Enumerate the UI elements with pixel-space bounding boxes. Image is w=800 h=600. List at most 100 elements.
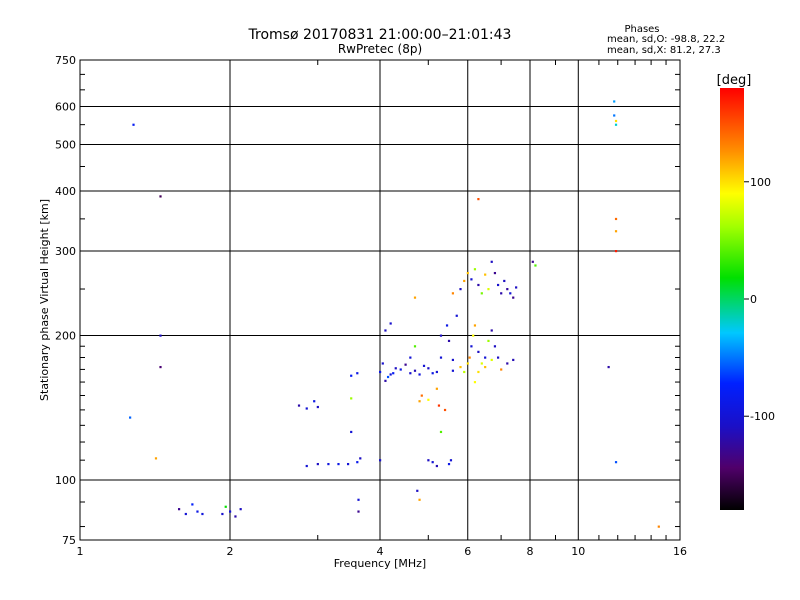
data-point bbox=[484, 365, 487, 369]
data-point bbox=[506, 288, 509, 291]
colorbar-tick-label: -100 bbox=[750, 410, 775, 423]
data-point bbox=[316, 462, 319, 466]
data-point bbox=[409, 372, 412, 375]
data-point bbox=[447, 339, 451, 343]
data-point bbox=[132, 123, 135, 126]
data-point bbox=[431, 372, 434, 375]
data-point bbox=[451, 292, 455, 295]
data-point bbox=[490, 260, 493, 263]
data-point bbox=[196, 510, 199, 513]
data-point bbox=[500, 368, 503, 371]
data-point bbox=[234, 515, 237, 518]
data-point bbox=[503, 279, 506, 283]
data-point bbox=[657, 525, 660, 528]
data-point bbox=[439, 356, 443, 359]
chart-subtitle: RwPretec (8p) bbox=[338, 42, 422, 56]
data-point bbox=[394, 367, 397, 370]
data-point bbox=[427, 459, 430, 462]
colorbar-tick-label: 100 bbox=[750, 176, 771, 189]
y-tick-label: 750 bbox=[55, 54, 76, 67]
data-point bbox=[389, 373, 392, 376]
data-point bbox=[184, 512, 187, 516]
data-point bbox=[379, 370, 382, 374]
data-point bbox=[159, 195, 162, 198]
phases-heading: Phases bbox=[624, 24, 659, 35]
data-point bbox=[443, 408, 447, 412]
data-point bbox=[459, 288, 462, 291]
data-point bbox=[463, 370, 466, 374]
data-point bbox=[470, 345, 473, 348]
colorbar-ticks: 100 0 -100 bbox=[744, 176, 775, 423]
data-point bbox=[449, 459, 453, 462]
data-point bbox=[455, 314, 458, 317]
colorbar-unit: [deg] bbox=[717, 73, 752, 88]
y-tick-label: 75 bbox=[62, 534, 76, 547]
data-point bbox=[399, 368, 402, 371]
data-point bbox=[515, 286, 518, 289]
data-point bbox=[416, 489, 419, 492]
phases-mean-x: mean, sd,X: 81.2, 27.3 bbox=[607, 45, 721, 56]
x-tick-label: 6 bbox=[464, 545, 471, 558]
data-point bbox=[435, 370, 438, 374]
data-point bbox=[496, 356, 500, 359]
data-point bbox=[239, 508, 242, 511]
data-point bbox=[437, 404, 441, 407]
data-point bbox=[480, 292, 483, 295]
data-point bbox=[473, 324, 477, 327]
data-point bbox=[386, 375, 390, 379]
data-point bbox=[224, 505, 227, 508]
data-point bbox=[477, 370, 480, 374]
data-point bbox=[356, 372, 359, 375]
data-point bbox=[506, 362, 509, 365]
y-axis-label: Stationary phase Virtual Height [km] bbox=[38, 199, 51, 401]
data-point bbox=[154, 457, 158, 460]
colorbar bbox=[720, 88, 744, 510]
data-point bbox=[327, 462, 330, 466]
data-point bbox=[490, 329, 493, 332]
data-point bbox=[477, 350, 480, 353]
data-point bbox=[384, 329, 387, 332]
data-point bbox=[470, 278, 473, 281]
data-point bbox=[614, 230, 618, 233]
data-point bbox=[357, 510, 360, 513]
data-point bbox=[466, 362, 469, 365]
x-axis-label: Frequency [MHz] bbox=[334, 557, 426, 570]
data-point bbox=[480, 362, 483, 365]
data-point bbox=[305, 464, 308, 468]
data-point bbox=[427, 398, 430, 401]
data-point bbox=[614, 250, 618, 253]
y-axis-ticks: 75 100 200 300 400 500 600 750 bbox=[55, 54, 680, 547]
y-tick-label: 500 bbox=[55, 139, 76, 152]
data-point bbox=[389, 322, 392, 325]
data-point bbox=[614, 461, 618, 464]
data-point bbox=[350, 374, 353, 377]
data-point bbox=[496, 283, 500, 287]
data-point bbox=[129, 416, 132, 419]
data-point bbox=[418, 373, 421, 376]
data-point bbox=[316, 405, 319, 409]
data-point bbox=[379, 459, 382, 462]
data-point bbox=[413, 296, 417, 299]
data-point bbox=[531, 260, 534, 263]
data-point bbox=[297, 404, 301, 407]
data-point bbox=[413, 345, 417, 348]
y-tick-label: 200 bbox=[55, 330, 76, 343]
data-point bbox=[337, 462, 340, 466]
y-tick-label: 300 bbox=[55, 245, 76, 258]
chart-title: Tromsø 20170831 21:00:00–21:01:43 bbox=[248, 27, 512, 43]
data-point bbox=[413, 369, 417, 372]
data-point bbox=[422, 364, 426, 367]
data-point bbox=[477, 283, 480, 287]
x-tick-label: 8 bbox=[527, 545, 534, 558]
data-point bbox=[614, 119, 618, 123]
data-point bbox=[487, 339, 490, 343]
x-tick-label: 16 bbox=[673, 545, 687, 558]
data-point bbox=[463, 279, 466, 283]
data-point bbox=[493, 271, 497, 275]
data-point bbox=[447, 462, 451, 466]
data-point bbox=[490, 358, 493, 362]
data-point bbox=[350, 430, 353, 434]
data-point bbox=[607, 365, 610, 369]
data-point bbox=[484, 356, 487, 359]
